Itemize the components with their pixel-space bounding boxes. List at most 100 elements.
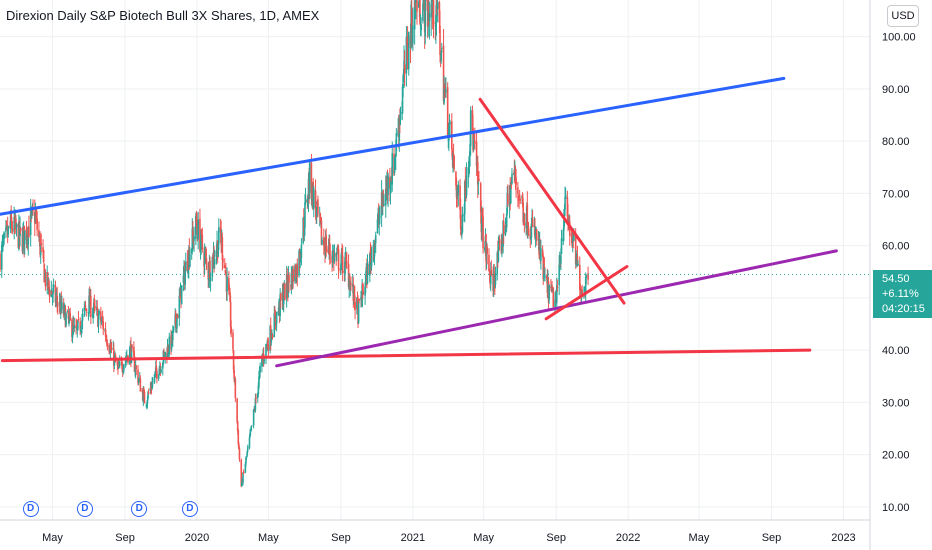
candle-body	[65, 313, 67, 326]
candle-body	[192, 231, 194, 236]
candle-body	[284, 283, 286, 301]
candle-body	[527, 228, 530, 235]
candle-body	[474, 140, 476, 144]
candle-body	[244, 463, 247, 473]
candle-body	[406, 41, 409, 61]
candle-body	[146, 399, 149, 404]
candle-body	[249, 430, 252, 432]
time-axis-label: Sep	[762, 532, 782, 544]
trendline[interactable]	[0, 76, 786, 216]
candle-body	[581, 289, 583, 296]
candle-body	[23, 230, 26, 245]
candle-body	[286, 273, 289, 290]
candle-body	[133, 356, 136, 372]
dividend-marker[interactable]: D	[181, 501, 198, 517]
candle-body	[457, 184, 460, 196]
candle-body	[279, 293, 281, 316]
candle-body	[258, 376, 260, 387]
candle-body	[393, 157, 396, 173]
candle-body	[463, 213, 465, 217]
candle-body	[29, 210, 32, 236]
candle-body	[142, 391, 145, 402]
trendline[interactable]	[275, 249, 838, 368]
candle-body	[52, 288, 54, 295]
candle-body	[407, 31, 410, 70]
candle-body	[236, 398, 238, 422]
candle-body	[261, 356, 263, 367]
candle-body	[564, 194, 567, 199]
candle-body	[448, 127, 450, 141]
currency-selector[interactable]: USD	[887, 5, 919, 27]
candle-body	[42, 247, 44, 253]
candle-body	[370, 253, 373, 267]
candle-body	[511, 173, 513, 184]
candle-body	[108, 352, 111, 354]
candle-body	[155, 365, 158, 372]
candle-body	[374, 235, 377, 244]
candle-body	[530, 223, 533, 238]
dividend-marker[interactable]: D	[76, 501, 93, 517]
candle-body	[384, 188, 387, 206]
trendline[interactable]	[478, 97, 626, 305]
candle-body	[209, 260, 211, 280]
candle-body	[494, 273, 497, 285]
candle-body	[195, 217, 198, 224]
candle-body	[245, 455, 248, 457]
candle-body	[479, 183, 482, 212]
candle-body	[523, 214, 526, 226]
candle-body	[55, 298, 57, 302]
dividend-marker[interactable]: D	[131, 501, 148, 517]
candle-body	[364, 275, 367, 286]
price-axis-label: 100.00	[882, 32, 916, 44]
candle-body	[414, 0, 417, 8]
candle-body	[71, 319, 73, 337]
candle-body	[471, 109, 474, 131]
trendline[interactable]	[0, 348, 812, 363]
candle-body	[123, 364, 125, 371]
candle-body	[25, 227, 28, 241]
candle-body	[269, 325, 272, 343]
candle-body	[467, 167, 470, 177]
candle-body	[420, 24, 422, 31]
candle-body	[525, 222, 527, 229]
trendline[interactable]	[544, 265, 629, 321]
candle-body	[172, 326, 175, 331]
candle-body	[39, 234, 41, 255]
candle-body	[236, 421, 239, 432]
candle-body	[92, 310, 94, 316]
candle-body	[566, 197, 569, 217]
candle-body	[161, 363, 164, 369]
candle-body	[242, 472, 244, 483]
candle-body	[106, 343, 109, 347]
candle-body	[71, 333, 74, 339]
candle-body	[6, 226, 8, 228]
candle-body	[402, 73, 405, 81]
candle-body	[137, 369, 139, 383]
candle-body	[201, 234, 204, 250]
candle-body	[443, 86, 446, 88]
candle-body	[100, 311, 102, 323]
candle-body	[307, 197, 309, 205]
candle-body	[191, 228, 194, 252]
candle-body	[473, 135, 476, 139]
candle-body	[558, 264, 560, 286]
candle-body	[2, 240, 5, 242]
candle-body	[442, 45, 445, 102]
candle-body	[271, 335, 274, 338]
candle-body	[110, 344, 112, 350]
candle-body	[251, 425, 253, 427]
candle-body	[77, 319, 80, 321]
candle-body	[7, 226, 10, 235]
candle-body	[240, 459, 243, 487]
candle-body	[455, 171, 457, 186]
candle-body	[552, 287, 555, 308]
candle-body	[556, 284, 558, 303]
candle-body	[200, 230, 202, 246]
candle-body	[226, 276, 228, 292]
dividend-marker[interactable]: D	[22, 501, 39, 517]
candle-body	[394, 156, 396, 158]
candle-body	[413, 0, 416, 30]
candle-body	[184, 270, 187, 285]
candle-body	[328, 242, 331, 254]
